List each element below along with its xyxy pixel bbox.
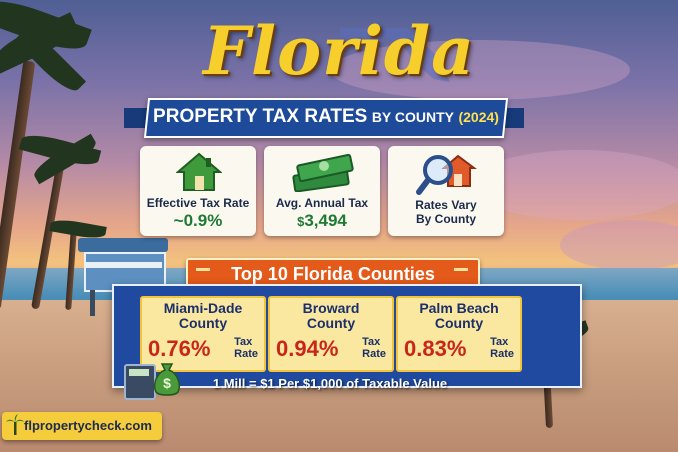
- rate-label-line: Tax: [362, 336, 381, 348]
- county-rate-label: Tax Rate: [362, 336, 386, 360]
- stat-card-effective-rate: Effective Tax Rate ~0.9%: [140, 146, 256, 236]
- house-icon: [176, 152, 222, 191]
- ribbon-dash-left: [196, 268, 210, 271]
- county-name-line: Palm Beach: [419, 300, 499, 316]
- county-card-broward: Broward County 0.94% Tax Rate: [268, 296, 394, 372]
- palm-logo-icon: [6, 414, 24, 435]
- rate-label-line: Rate: [234, 348, 258, 360]
- cloud: [470, 150, 678, 220]
- county-name: Miami-Dade County: [142, 301, 264, 331]
- stat-label-line: By County: [416, 212, 476, 226]
- county-name-line: County: [434, 315, 484, 331]
- subtitle-year: (2024): [458, 109, 499, 125]
- county-card-palm-beach: Palm Beach County 0.83% Tax Rate: [396, 296, 522, 372]
- county-rate: 0.94%: [276, 336, 339, 361]
- stat-label-line: Rates Vary: [415, 198, 477, 212]
- rate-label-line: Rate: [490, 348, 514, 360]
- svg-text:$: $: [163, 375, 171, 391]
- cloud: [330, 40, 630, 100]
- brand-url[interactable]: flpropertycheck.com: [24, 418, 152, 433]
- county-rate: 0.76%: [148, 336, 211, 361]
- county-name-line: Broward: [302, 300, 360, 316]
- stat-value: ~0.9%: [173, 211, 223, 230]
- stat-label: Rates Vary By County: [388, 198, 504, 226]
- page-title: Florida: [203, 12, 475, 90]
- money-bag-icon: $: [153, 363, 181, 396]
- subtitle-text: PROPERTY TAX RATES BY COUNTY (2024): [146, 98, 506, 136]
- ribbon-dash-right: [454, 268, 468, 271]
- stat-value: $3,494: [264, 211, 380, 231]
- stat-label: Avg. Annual Tax: [275, 196, 369, 210]
- stat-card-avg-tax: Avg. Annual Tax $3,494: [264, 146, 380, 236]
- rate-label-line: Tax: [234, 336, 253, 348]
- currency-symbol: $: [297, 214, 305, 229]
- county-name: Broward County: [270, 301, 392, 331]
- subtitle-by: BY COUNTY: [371, 109, 455, 125]
- section-heading: Top 10 Florida Counties: [231, 264, 435, 284]
- stat-number: 3,494: [304, 211, 347, 230]
- county-rate: 0.83%: [404, 336, 467, 361]
- county-rate-label: Tax Rate: [490, 336, 514, 360]
- stat-label: Effective Tax Rate: [146, 196, 250, 210]
- county-name-line: County: [306, 315, 356, 331]
- rate-label-line: Rate: [362, 348, 386, 360]
- rate-label-line: Tax: [490, 336, 509, 348]
- magnifier-house-icon: [416, 154, 477, 195]
- county-name-line: Miami-Dade: [163, 300, 243, 316]
- money-stack-icon: [292, 153, 354, 192]
- county-rate-label: Tax Rate: [234, 336, 258, 360]
- cloud: [560, 220, 678, 270]
- stat-card-rates-vary: Rates Vary By County: [388, 146, 504, 236]
- subtitle-main: PROPERTY TAX RATES: [153, 106, 368, 127]
- county-card-miami-dade: Miami-Dade County 0.76% Tax Rate: [140, 296, 266, 372]
- mill-footnote: 1 Mill = $1 Per $1,000 of Taxable Value: [212, 376, 448, 391]
- county-name-line: County: [178, 315, 228, 331]
- brand-tag[interactable]: [2, 412, 162, 440]
- county-name: Palm Beach County: [398, 301, 520, 331]
